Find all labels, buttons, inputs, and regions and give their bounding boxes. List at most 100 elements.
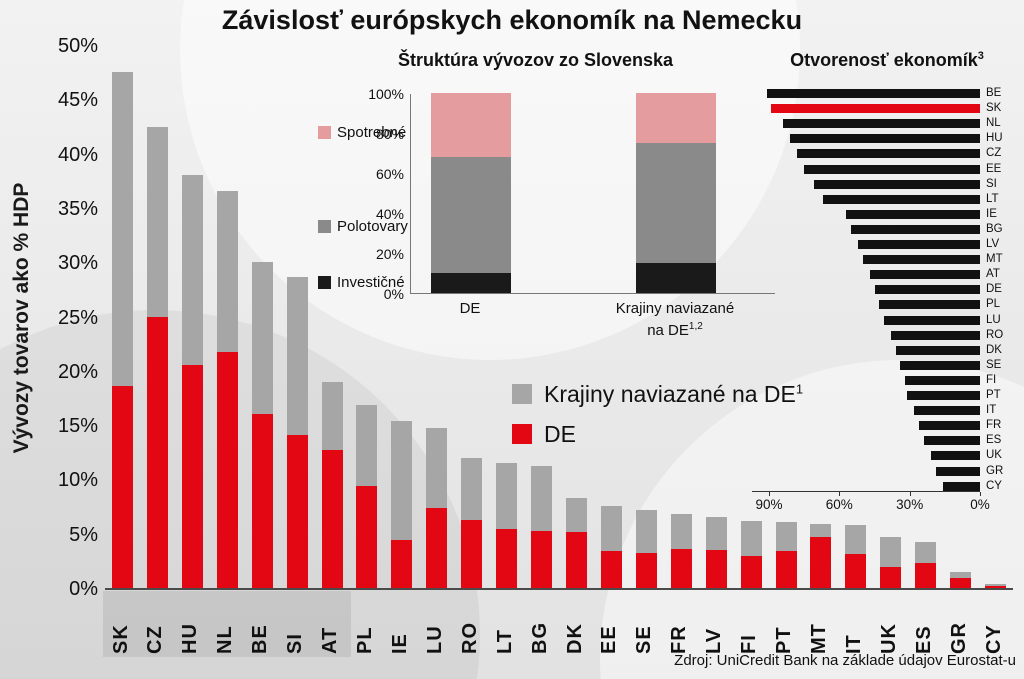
openness-label: MT: [986, 253, 1003, 266]
bar-segment-linked: [216, 190, 238, 353]
openness-tick-mark: [769, 492, 770, 496]
openness-tick-mark: [980, 492, 981, 496]
bar-stack: [845, 525, 867, 588]
bar-stack: [670, 514, 692, 589]
x-tick-label: SI: [284, 633, 307, 654]
openness-bar: [766, 89, 980, 98]
openness-label: DE: [986, 283, 1002, 296]
openness-bar: [846, 209, 980, 219]
bar-segment-linked: [566, 497, 587, 532]
openness-label: GR: [986, 464, 1004, 477]
openness-bar: [790, 134, 980, 144]
structure-xlabel-linked-text: Krajiny naviazané na DE: [615, 300, 735, 339]
bar-segment-de: [600, 551, 622, 588]
bar-stack: [740, 520, 762, 589]
bar-segment-de: [531, 530, 552, 589]
bar-segment-de: [810, 536, 832, 588]
y-tick-label: 20%: [57, 360, 98, 383]
openness-bar: [879, 300, 980, 310]
x-tick-label: DK: [563, 623, 586, 654]
bar-segment-de: [216, 352, 238, 588]
legend-swatch-polotovary: [318, 220, 331, 233]
y-tick-label: 80%: [375, 126, 404, 142]
openness-label: EE: [986, 162, 1002, 175]
legend-swatch-investicne: [318, 276, 331, 289]
bar-segment-de: [635, 553, 657, 588]
openness-label: UK: [986, 449, 1002, 462]
bar-stack: [181, 175, 203, 588]
bar-stack: [880, 537, 902, 588]
bar-stack: [775, 521, 797, 588]
openness-rows: BE SK NL HU CZ EE SI LT IE BG LV MT AT DE PL LU RO DK SE FI…: [752, 86, 1022, 496]
structure-segment-investment: [636, 263, 716, 293]
openness-bar: [900, 360, 980, 370]
legend-item-investicne: Investičné: [318, 274, 405, 291]
openness-label: ES: [986, 434, 1002, 447]
openness-label: BG: [986, 222, 1003, 235]
x-tick-label: IE: [388, 633, 411, 654]
bar-segment-linked: [251, 262, 273, 415]
openness-tick-label: 60%: [825, 497, 853, 512]
openness-label: HU: [986, 132, 1003, 145]
bar-segment-de: [426, 507, 448, 589]
bar-segment-linked: [740, 520, 762, 556]
bar-stack: [496, 463, 518, 588]
openness-label: SK: [986, 102, 1002, 115]
bar-stack: [950, 571, 972, 588]
structure-bar-stack: [431, 93, 511, 293]
x-tick-label: IT: [842, 634, 865, 654]
x-tick-label: EE: [598, 625, 621, 654]
openness-bar: [783, 119, 980, 129]
x-tick-label: FI: [738, 634, 761, 654]
y-tick-label: 100%: [368, 86, 404, 102]
openness-bar: [907, 391, 980, 400]
bar-segment-de: [251, 414, 273, 588]
bar-stack: [635, 509, 657, 588]
bar-segment-linked: [531, 466, 552, 531]
legend-label-linked-sup: 1: [795, 380, 804, 396]
bar-segment-linked: [146, 126, 168, 317]
openness-bar: [874, 285, 980, 295]
structure-segment-intermediate: [431, 157, 511, 273]
chart-title: Závislosť európskych ekonomík na Nemecku: [221, 5, 803, 35]
y-tick-label: 45%: [57, 89, 98, 112]
structure-segment-consumer: [431, 93, 511, 157]
bar-segment-de: [950, 578, 972, 588]
bar-segment-linked: [635, 509, 657, 554]
x-tick-label: FR: [668, 625, 691, 654]
structure-xlabel-de: DE: [459, 300, 481, 317]
legend-label-investicne: Investičné: [337, 274, 405, 291]
inset-openness: Otvorenosť ekonomík3 BE SK NL HU CZ EE SI LT IE B…: [752, 50, 1022, 518]
x-tick-label: HU: [179, 623, 202, 654]
openness-bar: [935, 466, 980, 476]
main-x-axis: SK CZ HU NL BE SI AT PL IE LU RO LT BG DK EE SE FR LV FI PT…: [105, 594, 1013, 656]
legend-label-spotrebne: Spotrebné: [337, 124, 407, 141]
legend-label-linked: Krajiny naviazané na DE1: [544, 381, 803, 408]
x-tick-label: BG: [528, 622, 551, 654]
x-tick-label: ES: [912, 625, 935, 654]
openness-label: AT: [986, 268, 1000, 281]
bar-segment-linked: [461, 457, 483, 520]
legend-label-linked-text: Krajiny naviazané na DE: [544, 380, 796, 407]
openness-label: RO: [986, 328, 1004, 341]
openness-bar: [890, 330, 980, 340]
openness-bar: [851, 224, 980, 234]
inset-openness-title-text: Otvorenosť ekonomík: [790, 50, 978, 70]
bar-segment-linked: [181, 175, 203, 366]
inset-structure: Štruktúra vývozov zo Slovenska 0% 20% 40% 6…: [283, 50, 788, 355]
openness-x-axis: 90% 60% 30% 0%: [752, 491, 990, 517]
bar-segment-de: [740, 555, 762, 589]
bar-segment-linked: [286, 277, 308, 435]
main-legend: Krajiny naviazané na DE1 DE: [512, 374, 803, 454]
y-tick-label: 30%: [57, 252, 98, 275]
openness-label: CZ: [986, 147, 1002, 160]
bar-stack: [356, 404, 378, 589]
bar-segment-de: [461, 519, 483, 588]
bar-stack: [112, 72, 133, 588]
x-tick-label: LT: [493, 629, 516, 654]
bar-segment-de: [880, 567, 902, 588]
bar-stack: [216, 190, 238, 589]
bar-segment-de: [321, 450, 343, 588]
openness-label: NL: [986, 117, 1001, 130]
bar-segment-linked: [915, 542, 937, 563]
